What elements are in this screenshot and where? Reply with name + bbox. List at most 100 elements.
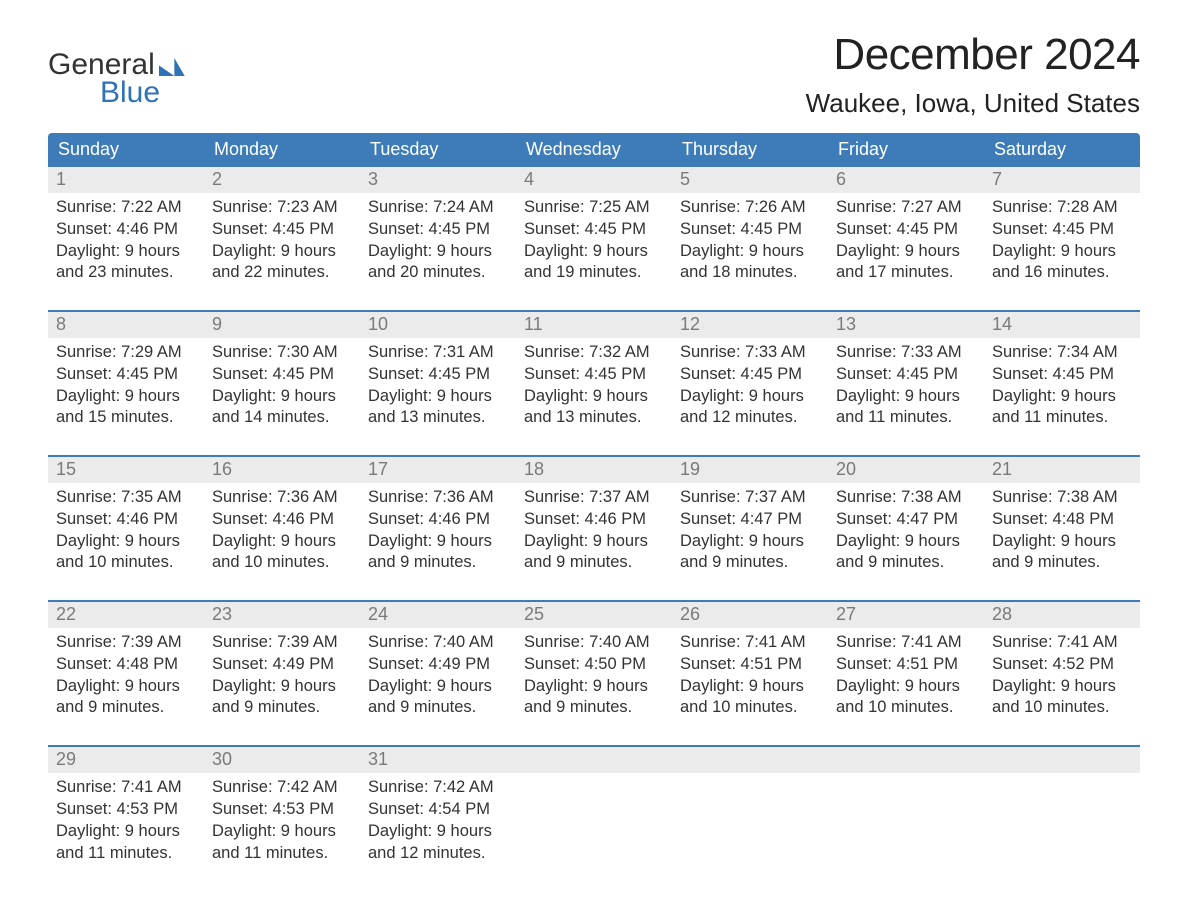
daynum-23: 23 [204, 602, 360, 628]
sunset-value: 4:46 PM [585, 510, 646, 528]
day-cell-14: Sunrise: 7:34 AMSunset: 4:45 PMDaylight:… [984, 338, 1140, 437]
week-row: 15161718192021Sunrise: 7:35 AMSunset: 4:… [48, 455, 1140, 582]
sunrise-value: 7:23 AM [277, 198, 338, 216]
sunrise-value: 7:40 AM [433, 633, 494, 651]
sunrise-value: 7:26 AM [745, 198, 806, 216]
daynum-30: 30 [204, 747, 360, 773]
sunset-value: 4:45 PM [273, 365, 334, 383]
sunrise-value: 7:36 AM [433, 488, 494, 506]
daynum-17: 17 [360, 457, 516, 483]
sunrise-value: 7:37 AM [745, 488, 806, 506]
daynum-strip: 15161718192021 [48, 457, 1140, 483]
sunset-label: Sunset: [368, 510, 429, 528]
sunset-label: Sunset: [992, 365, 1053, 383]
sunset-value: 4:50 PM [585, 655, 646, 673]
sunset-value: 4:53 PM [117, 800, 178, 818]
daynum-strip: 22232425262728 [48, 602, 1140, 628]
sunrise-label: Sunrise: [680, 633, 745, 651]
sunset-label: Sunset: [680, 655, 741, 673]
title-block: December 2024 Waukee, Iowa, United State… [806, 30, 1140, 119]
day-cell-18: Sunrise: 7:37 AMSunset: 4:46 PMDaylight:… [516, 483, 672, 582]
sunrise-value: 7:31 AM [433, 343, 494, 361]
day-cell-5: Sunrise: 7:26 AMSunset: 4:45 PMDaylight:… [672, 193, 828, 292]
daylight-label: Daylight: [212, 242, 281, 260]
sunset-label: Sunset: [524, 655, 585, 673]
daynum-15: 15 [48, 457, 204, 483]
daynum-empty [828, 747, 984, 773]
sunset-label: Sunset: [992, 220, 1053, 238]
logo-word-blue: Blue [48, 78, 185, 108]
daynum-19: 19 [672, 457, 828, 483]
sunset-value: 4:49 PM [273, 655, 334, 673]
sunrise-label: Sunrise: [56, 488, 121, 506]
day-cell-2: Sunrise: 7:23 AMSunset: 4:45 PMDaylight:… [204, 193, 360, 292]
sunset-label: Sunset: [56, 800, 117, 818]
day-cell-12: Sunrise: 7:33 AMSunset: 4:45 PMDaylight:… [672, 338, 828, 437]
sunrise-value: 7:40 AM [589, 633, 650, 651]
sunset-label: Sunset: [368, 655, 429, 673]
daylight-label: Daylight: [680, 242, 749, 260]
sunrise-value: 7:35 AM [121, 488, 182, 506]
sunrise-label: Sunrise: [56, 198, 121, 216]
day-cell-29: Sunrise: 7:41 AMSunset: 4:53 PMDaylight:… [48, 773, 204, 872]
daynum-5: 5 [672, 167, 828, 193]
week-row: 293031Sunrise: 7:41 AMSunset: 4:53 PMDay… [48, 745, 1140, 872]
sunrise-value: 7:41 AM [745, 633, 806, 651]
daynum-strip: 1234567 [48, 167, 1140, 193]
sunset-label: Sunset: [524, 365, 585, 383]
weekday-saturday: Saturday [984, 133, 1140, 167]
sunrise-label: Sunrise: [56, 778, 121, 796]
sunset-value: 4:49 PM [429, 655, 490, 673]
daynum-25: 25 [516, 602, 672, 628]
day-cell-19: Sunrise: 7:37 AMSunset: 4:47 PMDaylight:… [672, 483, 828, 582]
sunrise-label: Sunrise: [680, 343, 745, 361]
daynum-empty [672, 747, 828, 773]
day-cell-25: Sunrise: 7:40 AMSunset: 4:50 PMDaylight:… [516, 628, 672, 727]
sunset-value: 4:54 PM [429, 800, 490, 818]
day-cell-22: Sunrise: 7:39 AMSunset: 4:48 PMDaylight:… [48, 628, 204, 727]
sunset-label: Sunset: [680, 365, 741, 383]
day-cell-6: Sunrise: 7:27 AMSunset: 4:45 PMDaylight:… [828, 193, 984, 292]
location: Waukee, Iowa, United States [806, 88, 1140, 119]
sunset-label: Sunset: [524, 220, 585, 238]
sunset-value: 4:45 PM [273, 220, 334, 238]
day-cell-empty [984, 773, 1140, 872]
sunset-value: 4:45 PM [429, 220, 490, 238]
daylight-label: Daylight: [992, 387, 1061, 405]
day-cell-8: Sunrise: 7:29 AMSunset: 4:45 PMDaylight:… [48, 338, 204, 437]
sunrise-value: 7:29 AM [121, 343, 182, 361]
daylight-label: Daylight: [680, 387, 749, 405]
daynum-strip: 293031 [48, 747, 1140, 773]
daylight-label: Daylight: [56, 532, 125, 550]
daylight-label: Daylight: [56, 677, 125, 695]
sunrise-label: Sunrise: [992, 343, 1057, 361]
daylight-label: Daylight: [56, 387, 125, 405]
sunrise-value: 7:28 AM [1057, 198, 1118, 216]
daynum-9: 9 [204, 312, 360, 338]
weekday-sunday: Sunday [48, 133, 204, 167]
sunrise-label: Sunrise: [992, 198, 1057, 216]
sunrise-value: 7:24 AM [433, 198, 494, 216]
day-cell-7: Sunrise: 7:28 AMSunset: 4:45 PMDaylight:… [984, 193, 1140, 292]
sunrise-value: 7:32 AM [589, 343, 650, 361]
sunrise-value: 7:42 AM [433, 778, 494, 796]
sunset-value: 4:46 PM [273, 510, 334, 528]
sunset-value: 4:51 PM [741, 655, 802, 673]
sunrise-value: 7:39 AM [277, 633, 338, 651]
day-cell-15: Sunrise: 7:35 AMSunset: 4:46 PMDaylight:… [48, 483, 204, 582]
day-cell-23: Sunrise: 7:39 AMSunset: 4:49 PMDaylight:… [204, 628, 360, 727]
sunset-value: 4:45 PM [585, 220, 646, 238]
day-cell-16: Sunrise: 7:36 AMSunset: 4:46 PMDaylight:… [204, 483, 360, 582]
daynum-21: 21 [984, 457, 1140, 483]
daylight-label: Daylight: [836, 677, 905, 695]
day-cell-1: Sunrise: 7:22 AMSunset: 4:46 PMDaylight:… [48, 193, 204, 292]
sunrise-label: Sunrise: [680, 488, 745, 506]
sunrise-label: Sunrise: [368, 343, 433, 361]
sunrise-value: 7:39 AM [121, 633, 182, 651]
sunrise-label: Sunrise: [212, 633, 277, 651]
sunrise-value: 7:33 AM [901, 343, 962, 361]
daynum-20: 20 [828, 457, 984, 483]
sunrise-value: 7:37 AM [589, 488, 650, 506]
daylight-label: Daylight: [836, 387, 905, 405]
sunset-label: Sunset: [992, 510, 1053, 528]
